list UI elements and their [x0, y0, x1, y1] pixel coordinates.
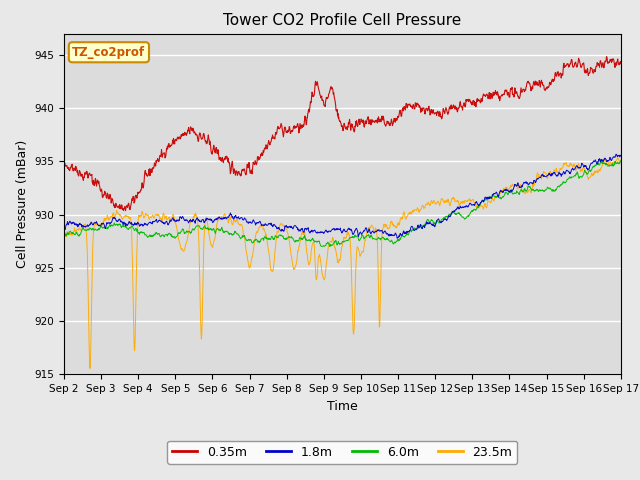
- Text: TZ_co2prof: TZ_co2prof: [72, 46, 145, 59]
- Legend: 0.35m, 1.8m, 6.0m, 23.5m: 0.35m, 1.8m, 6.0m, 23.5m: [167, 441, 518, 464]
- Title: Tower CO2 Profile Cell Pressure: Tower CO2 Profile Cell Pressure: [223, 13, 461, 28]
- Y-axis label: Cell Pressure (mBar): Cell Pressure (mBar): [16, 140, 29, 268]
- X-axis label: Time: Time: [327, 400, 358, 413]
